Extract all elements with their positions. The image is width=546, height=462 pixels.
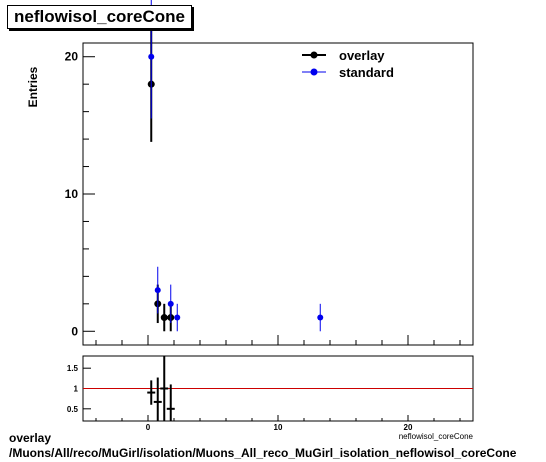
y-axis-label: Entries <box>26 66 40 107</box>
main-plot-panel: 0 10 20 Entries overlay standard <box>26 0 474 346</box>
y-tick-label: 20 <box>65 50 79 64</box>
ratio-x-tick-label: 0 <box>146 423 151 432</box>
ratio-y-tick-label: 0.5 <box>67 405 79 414</box>
ratio-x-tick-label: 10 <box>274 423 283 432</box>
standard-data-point <box>148 53 155 60</box>
overlay-data-point <box>160 314 168 322</box>
ratio-plot-panel: 0 10 20 0.5 1 1.5 neflowisol_coreCone <box>67 355 474 441</box>
x-axis-label: neflowisol_coreCone <box>399 432 474 441</box>
histogram-title: neflowisol_coreCone <box>7 5 192 29</box>
standard-data-point <box>317 314 324 321</box>
y-tick-label: 10 <box>65 187 79 201</box>
standard-data-point <box>154 287 161 294</box>
legend-label-overlay: overlay <box>339 48 385 63</box>
y-tick-label: 0 <box>71 324 78 338</box>
caption-line-2: /Muons/All/reco/MuGirl/isolation/Muons_A… <box>9 446 517 460</box>
legend-label-standard: standard <box>339 65 394 80</box>
legend-marker-standard <box>310 68 318 76</box>
main-frame <box>82 42 474 346</box>
standard-data-point <box>174 314 181 321</box>
ratio-y-tick-label: 1.5 <box>67 364 79 373</box>
ratio-y-tick-label: 1 <box>74 385 79 394</box>
caption-line-1: overlay <box>9 431 52 445</box>
ratio-x-tick-label: 20 <box>404 423 413 432</box>
standard-data-point <box>167 300 174 307</box>
legend-marker-overlay <box>310 51 318 59</box>
